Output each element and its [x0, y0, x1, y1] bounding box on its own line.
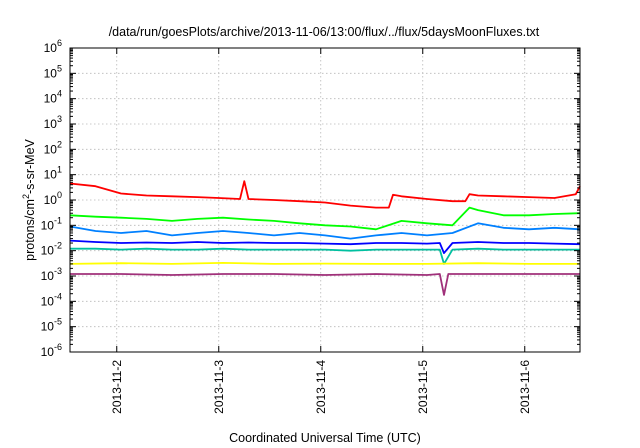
y-tick-label: 10-6 — [41, 342, 62, 359]
x-tick-label: 2013-11-6 — [518, 360, 532, 414]
y-tick-label: 10-2 — [41, 241, 62, 258]
y-axis-label-rest: -s-sr-MeV — [23, 138, 37, 194]
y-tick-label: 10-5 — [41, 317, 62, 334]
series-line — [70, 247, 580, 265]
grid — [70, 48, 580, 352]
chart-title: /data/run/goesPlots/archive/2013-11-06/1… — [109, 25, 540, 39]
x-tick-label: 2013-11-4 — [314, 360, 328, 414]
y-tick-label: 103 — [44, 114, 62, 131]
y-axis-label-base: protons/cm — [23, 199, 37, 261]
x-tick-label: 2013-11-5 — [416, 360, 430, 414]
series-line — [69, 206, 581, 231]
y-axis: 10-6 10-5 10-4 10-3 10-2 10-1 100 101 102 103 104 1… — [41, 38, 580, 359]
series-line — [70, 273, 580, 296]
series-line — [69, 222, 581, 240]
series-line — [69, 239, 581, 255]
x-tick-label: 2013-11-3 — [212, 360, 226, 414]
y-axis-label: protons/cm2-s-sr-MeV — [21, 138, 37, 260]
y-tick-label: 104 — [44, 89, 62, 106]
y-tick-label: 10-4 — [41, 291, 62, 308]
x-tick-label: 2013-11-2 — [110, 360, 124, 414]
y-tick-label: 10-3 — [41, 266, 62, 283]
series-layer — [69, 180, 581, 296]
y-tick-label: 105 — [44, 63, 62, 80]
y-tick-label: 106 — [44, 38, 62, 55]
series-line — [69, 180, 581, 209]
y-tick-label: 101 — [44, 165, 62, 182]
x-axis: 2013-11-2 2013-11-3 2013-11-4 2013-11-5 2013… — [110, 48, 532, 414]
y-tick-label: 10-1 — [41, 215, 62, 232]
series-line — [69, 261, 580, 265]
y-tick-label: 102 — [44, 139, 62, 156]
y-tick-label: 100 — [44, 190, 62, 207]
y-axis-label-sup: 2 — [21, 194, 31, 199]
x-axis-label: Coordinated Universal Time (UTC) — [229, 431, 421, 445]
